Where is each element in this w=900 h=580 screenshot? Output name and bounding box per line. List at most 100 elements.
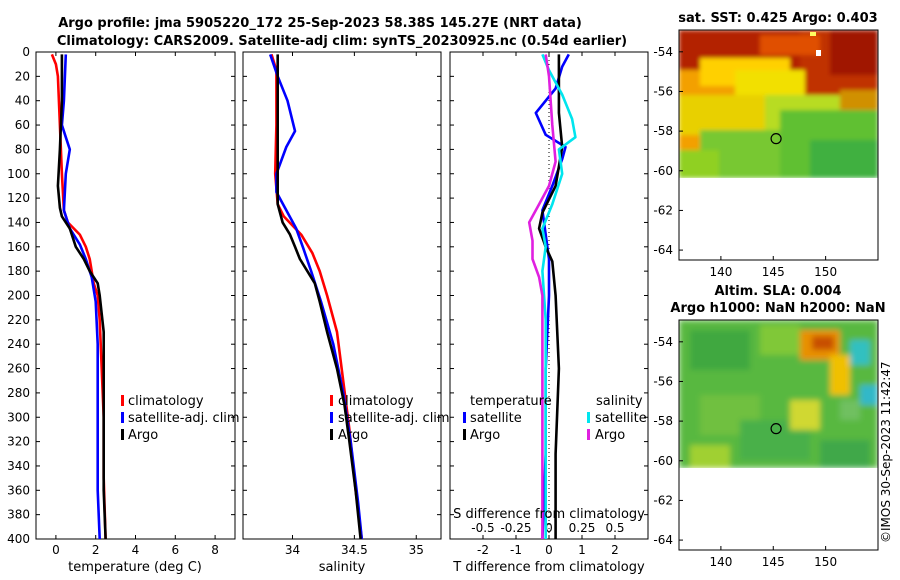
- depth-tick-label: 0: [22, 45, 30, 59]
- legend-t-satellite-label: satellite: [470, 411, 522, 426]
- lat-tick-label: -62: [653, 493, 673, 507]
- lat-tick-label: -58: [653, 124, 673, 138]
- legend-satellite-swatch: [121, 412, 124, 423]
- x-tick-label: -2: [477, 543, 489, 557]
- depth-tick-label: 200: [7, 289, 30, 303]
- depth-tick-label: 20: [15, 69, 30, 83]
- lat-tick-label: -60: [653, 454, 673, 468]
- lat-tick-label: -56: [653, 84, 673, 98]
- legend-t-satellite-swatch: [463, 412, 466, 423]
- x-tick-label: 0: [545, 543, 553, 557]
- legend-satellite-label: satellite-adj. clim: [128, 411, 240, 426]
- lon-tick-label: 145: [762, 265, 785, 279]
- x-tick-label: 2: [92, 543, 100, 557]
- sst-map-ticks: 140 145 150 -54 -56 -58 -60 -62 -64: [653, 45, 837, 279]
- depth-tick-label: 340: [7, 459, 30, 473]
- depth-tick-label: 260: [7, 362, 30, 376]
- x-tick-label: 34: [285, 543, 300, 557]
- figure-title-line2: Climatology: CARS2009. Satellite-adj cli…: [57, 34, 627, 49]
- lat-tick-label: -60: [653, 164, 673, 178]
- sst-field: [679, 30, 878, 178]
- figure-title-line1: Argo profile: jma 5905220_172 25-Sep-202…: [58, 16, 582, 31]
- sla-map-subtitle: Argo h1000: NaN h2000: NaN: [670, 301, 885, 316]
- legend-satellite-swatch: [330, 412, 333, 423]
- s-tick-label: -0.25: [500, 521, 531, 535]
- depth-tick-label: 100: [7, 167, 30, 181]
- legend-climatology-label: climatology: [338, 394, 414, 409]
- profile-lines: [50, 52, 577, 539]
- legend-argo-swatch: [330, 429, 333, 440]
- s-tick-label: -0.5: [471, 521, 494, 535]
- lat-tick-label: -64: [653, 533, 673, 547]
- series-satellite-adj-clim: [60, 54, 101, 539]
- depth-tick-label: 300: [7, 410, 30, 424]
- series-salinity-satellite: [541, 53, 577, 539]
- argo-location-marker: [770, 133, 782, 145]
- depth-tick-label: 140: [7, 215, 30, 229]
- depth-tick-label: 280: [7, 386, 30, 400]
- legend-argo-label: Argo: [128, 428, 158, 443]
- temperature-xlabel: temperature (deg C): [68, 560, 202, 575]
- legend-salinity-heading: salinity: [596, 394, 643, 409]
- lat-tick-label: -62: [653, 203, 673, 217]
- sla-map: 140 145 150 -54 -56 -58 -60 -62 -64: [653, 319, 879, 569]
- legend-s-satellite-label: satellite: [595, 411, 647, 426]
- lat-tick-label: -54: [653, 335, 673, 349]
- lon-tick-label: 140: [709, 555, 732, 569]
- legend-satellite-label: satellite-adj. clim: [338, 411, 450, 426]
- temperature-plot-frame: [35, 51, 236, 540]
- legend-argo-swatch: [121, 429, 124, 440]
- series-argo: [276, 54, 362, 539]
- s-tick-label: 0.5: [605, 521, 624, 535]
- lat-tick-label: -54: [653, 45, 673, 59]
- argo-location-marker: [770, 423, 782, 435]
- imos-watermark: ©IMOS 30-Sep-2023 11:42:47: [879, 361, 893, 543]
- lat-tick-label: -58: [653, 414, 673, 428]
- depth-tick-label: 320: [7, 435, 30, 449]
- depth-tick-label: 220: [7, 313, 30, 327]
- x-tick-label: 34.5: [341, 543, 368, 557]
- x-tick-label: 6: [171, 543, 179, 557]
- x-tick-label: -1: [510, 543, 522, 557]
- depth-tick-label: 400: [7, 532, 30, 546]
- salinity-xlabel: salinity: [319, 560, 366, 575]
- sst-map-title: sat. SST: 0.425 Argo: 0.403: [678, 11, 877, 26]
- lon-tick-label: 150: [814, 265, 837, 279]
- difference-xlabel: T difference from climatology: [452, 560, 645, 575]
- temperature-legend: climatology satellite-adj. clim Argo: [121, 394, 240, 443]
- lat-tick-label: -64: [653, 243, 673, 257]
- legend-climatology-label: climatology: [128, 394, 204, 409]
- legend-s-argo-swatch: [587, 429, 590, 440]
- x-tick-label: 2: [611, 543, 619, 557]
- depth-tick-label: 160: [7, 240, 30, 254]
- axis-ticks: 0204060801001201401601802002202402602803…: [7, 45, 648, 557]
- series-temperature-argo: [537, 54, 564, 539]
- sla-field: [679, 320, 878, 468]
- depth-tick-label: 360: [7, 483, 30, 497]
- salinity-plot-frame: [242, 51, 442, 540]
- legend-t-argo-swatch: [463, 429, 466, 440]
- legend-s-argo-label: Argo: [595, 428, 625, 443]
- s-difference-label: S difference from climatology: [453, 507, 645, 522]
- difference-legend: temperature satellite Argo salinity sate…: [463, 394, 647, 443]
- lon-tick-label: 150: [814, 555, 837, 569]
- legend-climatology-swatch: [330, 395, 333, 406]
- legend-t-argo-label: Argo: [470, 428, 500, 443]
- x-tick-label: 0: [52, 543, 60, 557]
- series-argo: [56, 54, 107, 539]
- lon-tick-label: 145: [762, 555, 785, 569]
- legend-s-satellite-swatch: [587, 412, 590, 423]
- depth-tick-label: 60: [15, 118, 30, 132]
- sla-map-ticks: 140 145 150 -54 -56 -58 -60 -62 -64: [653, 335, 837, 569]
- lat-tick-label: -56: [653, 374, 673, 388]
- depth-tick-label: 180: [7, 264, 30, 278]
- sst-map: 140 145 150 -54 -56 -58 -60 -62 -64: [653, 29, 879, 279]
- legend-climatology-swatch: [121, 395, 124, 406]
- x-tick-label: 8: [211, 543, 219, 557]
- lon-tick-label: 140: [709, 265, 732, 279]
- depth-tick-label: 380: [7, 508, 30, 522]
- salinity-legend: climatology satellite-adj. clim Argo: [330, 394, 450, 443]
- depth-tick-label: 80: [15, 142, 30, 156]
- series-climatology: [50, 53, 107, 539]
- x-tick-label: 1: [578, 543, 586, 557]
